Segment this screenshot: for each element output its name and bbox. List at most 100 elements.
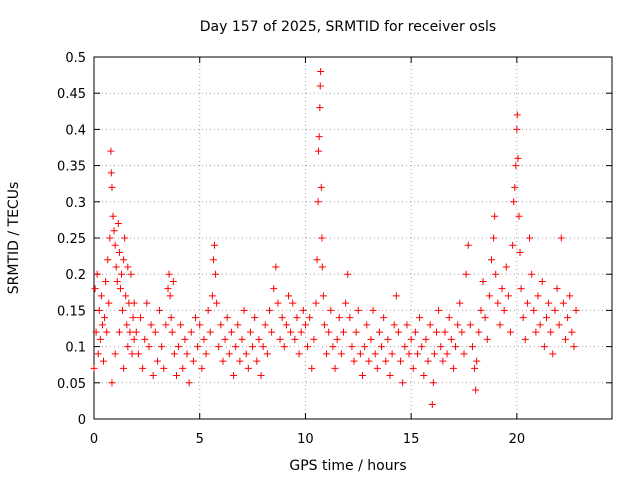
data-point: [160, 364, 168, 372]
data-point: [407, 335, 415, 343]
data-point: [134, 350, 142, 358]
data-point: [189, 357, 197, 365]
data-point: [378, 343, 386, 351]
data-point: [209, 256, 217, 264]
data-point: [418, 343, 426, 351]
data-point: [523, 299, 531, 307]
data-point: [388, 350, 396, 358]
data-point: [299, 306, 307, 314]
data-point: [401, 343, 409, 351]
data-point: [382, 357, 390, 365]
data-point: [165, 270, 173, 278]
data-point: [124, 343, 132, 351]
data-point: [323, 350, 331, 358]
data-point: [94, 350, 102, 358]
data-point: [545, 299, 553, 307]
data-point: [472, 386, 480, 394]
x-tick-label: 10: [297, 432, 314, 447]
data-point: [102, 277, 110, 285]
data-point: [433, 328, 441, 336]
data-point: [403, 321, 411, 329]
data-point: [103, 328, 111, 336]
y-tick-label: 0.5: [65, 51, 86, 66]
data-point: [104, 256, 112, 264]
data-point: [115, 328, 123, 336]
data-point: [430, 350, 438, 358]
data-point: [181, 335, 189, 343]
data-point: [232, 343, 240, 351]
data-point: [141, 335, 149, 343]
data-point: [291, 335, 299, 343]
data-point: [255, 335, 263, 343]
data-point: [169, 277, 177, 285]
data-point: [177, 321, 185, 329]
data-point: [314, 198, 322, 206]
data-point: [540, 343, 548, 351]
data-point: [397, 357, 405, 365]
data-point: [367, 335, 375, 343]
data-point: [101, 314, 109, 322]
data-point: [335, 314, 343, 322]
data-point: [194, 343, 202, 351]
data-point: [287, 328, 295, 336]
axis-ticks: 0 0.05 0.1 0.15 0.2 0.25 0.3 0.35 0.4 0.45 0.5 0 5 10…: [57, 51, 612, 447]
data-point: [498, 285, 506, 293]
data-point: [475, 328, 483, 336]
data-point: [390, 321, 398, 329]
data-point: [437, 343, 445, 351]
data-point: [137, 314, 145, 322]
data-point: [251, 314, 259, 322]
data-point: [426, 321, 434, 329]
data-point: [227, 328, 235, 336]
data-point: [310, 335, 318, 343]
data-point: [530, 306, 538, 314]
data-point: [405, 350, 413, 358]
data-point: [129, 314, 137, 322]
data-point: [253, 357, 261, 365]
data-point: [230, 372, 238, 380]
data-point: [151, 328, 159, 336]
data-point: [386, 372, 394, 380]
data-point: [416, 314, 424, 322]
data-point: [257, 372, 265, 380]
data-point: [568, 328, 576, 336]
data-point: [170, 350, 178, 358]
data-point: [532, 328, 540, 336]
x-axis-label: GPS time / hours: [289, 458, 406, 474]
x-tick-label: 0: [90, 432, 98, 447]
data-point: [536, 321, 544, 329]
data-point: [95, 306, 103, 314]
data-point: [344, 270, 352, 278]
data-point: [492, 270, 500, 278]
data-point: [557, 234, 565, 242]
data-point: [168, 328, 176, 336]
y-tick-label: 0.35: [57, 160, 86, 175]
data-point: [392, 292, 400, 300]
data-point: [200, 335, 208, 343]
data-point: [462, 270, 470, 278]
data-point: [183, 350, 191, 358]
data-point: [494, 299, 502, 307]
data-point: [249, 343, 257, 351]
data-point: [380, 314, 388, 322]
data-point: [263, 350, 271, 358]
y-tick-label: 0.4: [65, 123, 86, 138]
data-point: [445, 314, 453, 322]
data-point: [162, 321, 170, 329]
data-point: [164, 285, 172, 293]
data-point: [318, 234, 326, 242]
data-point: [132, 328, 140, 336]
data-point: [325, 328, 333, 336]
data-point: [318, 263, 326, 271]
data-point: [289, 299, 297, 307]
data-point: [304, 343, 312, 351]
data-point: [481, 314, 489, 322]
x-tick-label: 5: [196, 432, 204, 447]
data-point: [464, 241, 472, 249]
data-point: [384, 335, 392, 343]
data-point: [153, 357, 161, 365]
data-point: [337, 350, 345, 358]
data-point: [346, 314, 354, 322]
data-point: [519, 314, 527, 322]
